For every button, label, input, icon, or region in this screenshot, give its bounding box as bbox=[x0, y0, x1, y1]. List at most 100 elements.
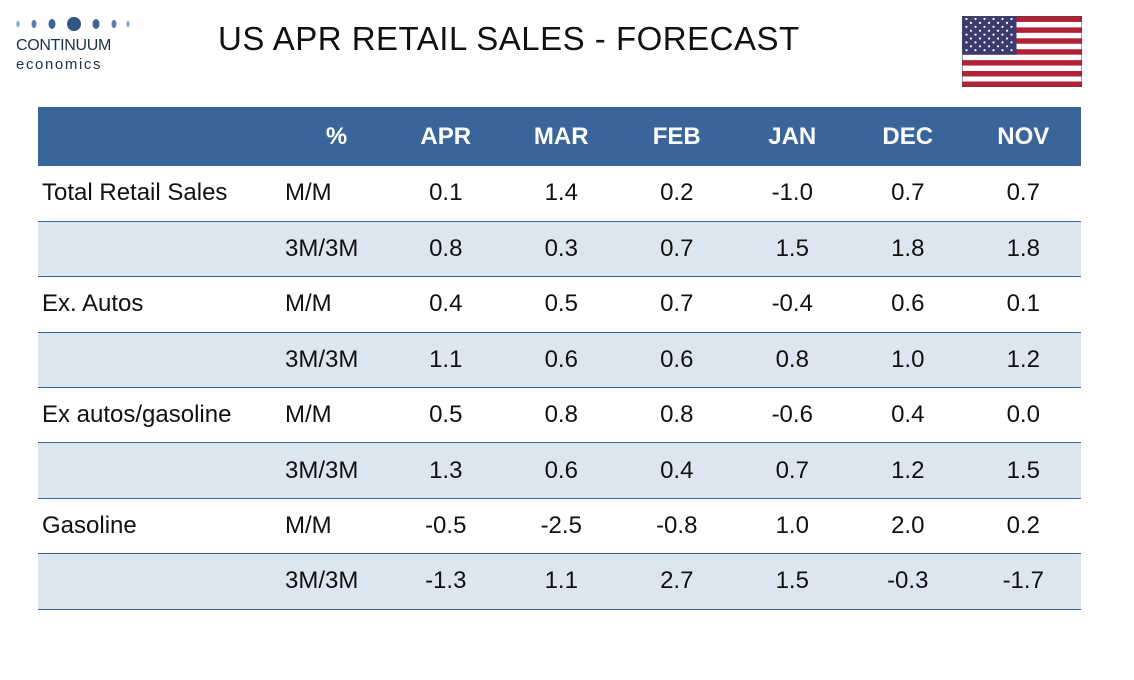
value-cell: -0.8 bbox=[619, 498, 735, 555]
flag-star bbox=[974, 49, 977, 52]
table-row: Gasoline M/M -0.5 -2.5 -0.8 1.0 2.0 0.2 bbox=[38, 498, 1081, 555]
table-row: Ex. Autos M/M 0.4 0.5 0.7 -0.4 0.6 0.1 bbox=[38, 276, 1081, 333]
flag-star bbox=[965, 25, 968, 28]
value-cell: 0.7 bbox=[965, 166, 1081, 222]
value-cell: 0.1 bbox=[388, 166, 504, 222]
flag-star bbox=[987, 45, 991, 48]
value-cell: 1.8 bbox=[965, 221, 1081, 278]
header-cell-unit: % bbox=[325, 122, 348, 150]
flag-star bbox=[983, 25, 986, 28]
row-label: Ex autos/gasoline bbox=[38, 387, 285, 444]
value-cell: 1.5 bbox=[734, 553, 850, 610]
flag-star bbox=[1010, 41, 1013, 44]
flag-star bbox=[1005, 29, 1009, 32]
header-cell-apr: APR bbox=[420, 122, 472, 150]
row-unit: M/M bbox=[285, 387, 388, 444]
row-unit: M/M bbox=[285, 276, 388, 333]
flag-star bbox=[978, 37, 982, 40]
value-cell: 0.5 bbox=[388, 387, 504, 444]
value-cell: 0.7 bbox=[619, 221, 735, 278]
value-cell: 0.6 bbox=[503, 442, 619, 499]
value-cell: 1.0 bbox=[734, 498, 850, 555]
value-cell: -0.4 bbox=[734, 276, 850, 333]
value-cell: 1.3 bbox=[388, 442, 504, 499]
value-cell: 1.0 bbox=[850, 332, 966, 389]
value-cell: -1.0 bbox=[734, 166, 850, 222]
value-cell: 0.8 bbox=[503, 387, 619, 444]
value-cell: 0.7 bbox=[734, 442, 850, 499]
flag-star bbox=[974, 25, 977, 28]
flag-star bbox=[965, 17, 968, 21]
flag-star bbox=[974, 41, 977, 44]
flag-star bbox=[969, 45, 973, 48]
header-cell-label bbox=[38, 107, 285, 166]
header-cell-feb: FEB bbox=[652, 122, 701, 150]
flag-star bbox=[965, 33, 968, 36]
value-cell: 1.4 bbox=[503, 166, 619, 222]
value-cell: -0.3 bbox=[850, 553, 966, 610]
flag-star bbox=[1001, 49, 1004, 52]
value-cell: -2.5 bbox=[503, 498, 619, 555]
flag-star bbox=[974, 33, 977, 36]
flag-star bbox=[1005, 21, 1009, 24]
brand-subtitle: economics bbox=[16, 56, 103, 73]
value-cell: -0.6 bbox=[734, 387, 850, 444]
value-cell: 0.6 bbox=[503, 332, 619, 389]
value-cell: 2.0 bbox=[850, 498, 966, 555]
header-cell-jan: JAN bbox=[768, 122, 817, 150]
table-header-row: % APR MAR FEB JAN DEC NOV bbox=[38, 107, 1081, 166]
flag-star bbox=[992, 33, 995, 36]
value-cell: 0.8 bbox=[388, 221, 504, 278]
value-cell: 0.1 bbox=[965, 276, 1081, 333]
value-cell: -1.3 bbox=[388, 553, 504, 610]
flag-star bbox=[1001, 25, 1004, 28]
value-cell: 0.2 bbox=[965, 498, 1081, 555]
flag-star bbox=[987, 29, 991, 32]
brand-name: CONTINUUM bbox=[16, 37, 112, 54]
row-unit: M/M bbox=[285, 498, 388, 555]
value-cell: 1.5 bbox=[965, 442, 1081, 499]
row-label bbox=[38, 221, 285, 278]
value-cell: 0.4 bbox=[388, 276, 504, 333]
value-cell: 0.5 bbox=[503, 276, 619, 333]
header-cell-mar: MAR bbox=[533, 122, 589, 150]
flag-star bbox=[992, 49, 995, 52]
flag-star bbox=[996, 29, 1000, 32]
row-label bbox=[38, 553, 285, 610]
table-row: 3M/3M 0.8 0.3 0.7 1.5 1.8 1.8 bbox=[38, 221, 1081, 278]
value-cell: 0.7 bbox=[850, 166, 966, 222]
flag-star bbox=[983, 49, 986, 52]
value-cell: 1.2 bbox=[965, 332, 1081, 389]
row-label bbox=[38, 442, 285, 499]
value-cell: 0.8 bbox=[734, 332, 850, 389]
table-row: 3M/3M 1.1 0.6 0.6 0.8 1.0 1.2 bbox=[38, 332, 1081, 389]
header-cell-nov: NOV bbox=[997, 122, 1050, 150]
retail-sales-table: % APR MAR FEB JAN DEC NOV Total Retail S… bbox=[38, 107, 1081, 610]
value-cell: 0.4 bbox=[619, 442, 735, 499]
value-cell: 1.1 bbox=[388, 332, 504, 389]
value-cell: 1.8 bbox=[850, 221, 966, 278]
table-row: 3M/3M 1.3 0.6 0.4 0.7 1.2 1.5 bbox=[38, 442, 1081, 499]
flag-star bbox=[1001, 17, 1004, 21]
value-cell: 0.6 bbox=[850, 276, 966, 333]
row-label: Ex. Autos bbox=[38, 276, 285, 333]
brand-logo: CONTINUUM economics bbox=[14, 16, 134, 76]
flag-star bbox=[983, 17, 986, 21]
flag-star bbox=[1010, 49, 1013, 52]
flag-star bbox=[983, 41, 986, 44]
row-label bbox=[38, 332, 285, 389]
row-label: Total Retail Sales bbox=[38, 166, 285, 222]
value-cell: 1.2 bbox=[850, 442, 966, 499]
flag-star bbox=[1010, 17, 1013, 21]
value-cell: -0.5 bbox=[388, 498, 504, 555]
row-unit: 3M/3M bbox=[285, 332, 388, 389]
flag-star bbox=[965, 41, 968, 44]
table-row: Ex autos/gasoline M/M 0.5 0.8 0.8 -0.6 0.4 0.0 bbox=[38, 387, 1081, 444]
value-cell: 2.7 bbox=[619, 553, 735, 610]
flag-star bbox=[974, 17, 977, 21]
row-unit: 3M/3M bbox=[285, 221, 388, 278]
value-cell: 1.5 bbox=[734, 221, 850, 278]
page-title: US APR RETAIL SALES - FORECAST bbox=[218, 20, 800, 57]
flag-star bbox=[992, 41, 995, 44]
flag-star bbox=[996, 45, 1000, 48]
